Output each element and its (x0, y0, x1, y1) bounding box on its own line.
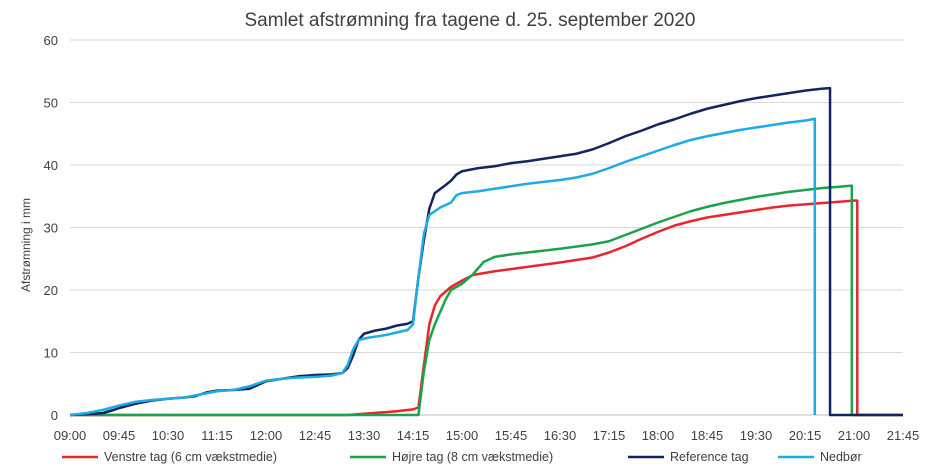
series-line (70, 184, 903, 417)
series-lines (69, 86, 903, 417)
x-tick-label: 11:15 (201, 428, 233, 443)
gridlines (70, 39, 903, 416)
legend-label: Reference tag (670, 450, 749, 464)
legend-label: Højre tag (8 cm vækstmedie) (392, 450, 553, 464)
series-line (69, 86, 903, 417)
x-tick-label: 09:00 (54, 428, 87, 443)
legend-item: Venstre tag (6 cm vækstmedie) (62, 450, 277, 464)
x-tick-label: 10:30 (152, 428, 185, 443)
x-tick-label: 16:30 (544, 428, 577, 443)
x-tick-label: 12:45 (299, 428, 332, 443)
y-tick-label: 20 (44, 283, 58, 298)
x-tick-labels: 09:00 09:45 10:30 11:15 12:00 12:45 13:30 14:15… (54, 428, 920, 443)
y-tick-label: 0 (51, 408, 58, 423)
x-tick-label: 21:45 (887, 428, 920, 443)
y-tick-label: 40 (44, 158, 58, 173)
x-tick-label: 20:15 (789, 428, 822, 443)
legend-label: Nedbør (820, 450, 862, 464)
y-tick-label: 30 (44, 221, 58, 236)
legend-item: Nedbør (778, 450, 862, 464)
legend-item: Reference tag (628, 450, 749, 464)
x-tick-label: 18:45 (691, 428, 724, 443)
legend-label: Venstre tag (6 cm vækstmedie) (104, 450, 277, 464)
x-tick-label: 12:00 (250, 428, 283, 443)
x-tick-label: 09:45 (103, 428, 136, 443)
x-tick-label: 15:45 (495, 428, 528, 443)
chart-title: Samlet afstrømning fra tagene d. 25. sep… (245, 10, 696, 31)
x-tick-label: 15:00 (446, 428, 479, 443)
y-tick-label: 50 (44, 96, 58, 111)
x-tick-label: 21:00 (838, 428, 871, 443)
y-tick-label: 10 (44, 346, 58, 361)
x-tick-label: 18:00 (642, 428, 675, 443)
x-tick-label: 13:30 (348, 428, 381, 443)
y-axis-label: Afstrømning i mm (19, 198, 33, 292)
x-tick-label: 14:15 (397, 428, 430, 443)
legend-item: Højre tag (8 cm vækstmedie) (350, 450, 553, 464)
legend: Venstre tag (6 cm vækstmedie) Højre tag (… (62, 450, 862, 464)
x-tick-label: 19:30 (740, 428, 773, 443)
series-line (70, 199, 903, 417)
y-tick-labels: 0 10 20 30 40 50 60 (44, 33, 58, 423)
y-tick-label: 60 (44, 33, 58, 48)
series-line (69, 117, 817, 417)
x-tick-label: 17:15 (593, 428, 626, 443)
